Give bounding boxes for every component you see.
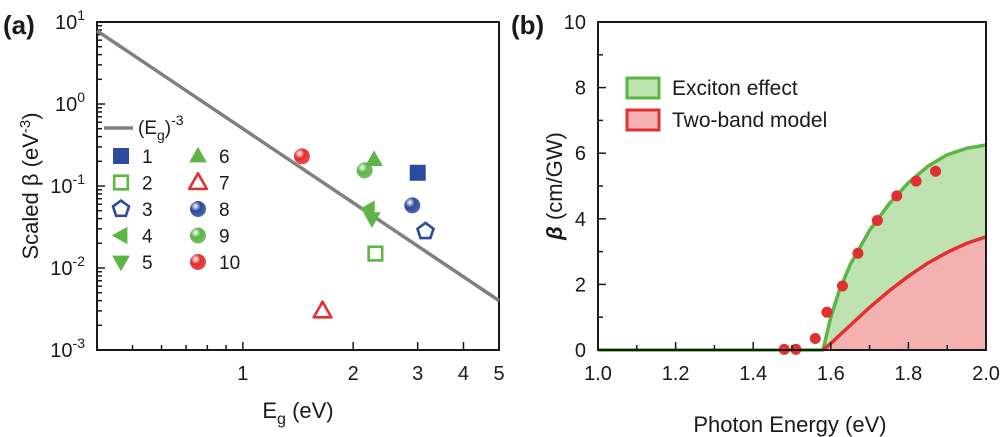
y-tick-label-b: 10 — [564, 12, 586, 34]
data-point-a-7 — [312, 300, 333, 319]
legend-label-2: 2 — [142, 174, 153, 195]
legend-label-7: 7 — [219, 174, 230, 195]
area-fill-two-band-model — [823, 236, 986, 350]
data-point-a-10 — [293, 148, 310, 165]
data-point-b — [871, 214, 883, 226]
axis-ticks-b: 1.0 1.2 1.4 1.6 1.8 2.0 0 2 4 6 8 10 — [564, 12, 1000, 385]
y-tick-label-a: 100 — [55, 89, 85, 116]
x-tick-label-b: 1.4 — [739, 363, 767, 385]
x-axis-title-a-unit: (eV) — [286, 398, 334, 423]
y-tick-label-a: 10-3 — [50, 335, 85, 362]
data-point-a-2 — [367, 245, 384, 262]
fit-line — [96, 29, 500, 303]
legend-marker-9 — [190, 227, 206, 244]
x-tick-label-a: 1 — [237, 363, 248, 385]
y-tick-label-a: 101 — [55, 7, 85, 34]
y-axis-title-a-main: Scaled β (eV — [18, 133, 43, 260]
data-points-a — [293, 148, 436, 319]
y-tick-label-a: 10-1 — [50, 171, 85, 198]
data-point-b — [821, 306, 833, 318]
y-tick-label-b: 4 — [575, 209, 586, 231]
y-axis-title-a-end: ) — [18, 112, 43, 119]
y-axis-title-a-sup: -3 — [17, 120, 34, 133]
data-point-a-1 — [409, 164, 426, 181]
x-axis-title-a-sub: g — [277, 411, 286, 428]
area-line-two-band-model — [821, 235, 987, 352]
data-point-a-5 — [363, 212, 381, 228]
legend-marker-6 — [189, 146, 207, 163]
panel-label-b: (b) — [511, 10, 544, 40]
data-point-b — [910, 175, 922, 187]
legend-label-3: 3 — [142, 200, 153, 221]
legend-label-b-0: Exciton effect — [672, 77, 798, 100]
y-axis-title-a: Scaled β (eV-3) — [17, 112, 43, 259]
legend-label-9: 9 — [219, 227, 230, 248]
x-tick-label-a: 3 — [412, 363, 423, 385]
y-axis-title-b-unit: (cm/GW) — [542, 132, 567, 226]
legend-label-4: 4 — [142, 227, 153, 248]
legend-swatch-b-0 — [625, 76, 661, 100]
legend-b: Exciton effect Two-band model — [625, 76, 827, 132]
data-point-a-6 — [365, 150, 383, 166]
legend-marker-7 — [187, 172, 209, 191]
x-axis-title-a: Eg (eV) — [262, 398, 333, 428]
legend-fit-line-label: (Eg)-3 — [138, 112, 184, 143]
y-axis-title-b: β (cm/GW) — [542, 132, 567, 241]
data-point-a-3 — [415, 221, 436, 240]
data-point-b — [891, 190, 903, 202]
chart-panel-b: (b) 1.0 1.2 1.4 1.6 1.8 2.0 0 2 4 6 8 10 Exciton ef… — [511, 10, 1000, 437]
x-tick-label-a: 4 — [458, 363, 469, 385]
panel-label-a: (a) — [3, 10, 35, 40]
y-axis-title-b-symbol: β — [542, 226, 567, 241]
x-axis-title-b: Photon Energy (eV) — [693, 412, 886, 437]
legend-marker-3 — [111, 198, 131, 218]
legend-label-5: 5 — [142, 253, 153, 274]
area-series-b — [598, 143, 987, 352]
x-tick-label-b: 1.8 — [894, 363, 922, 385]
data-point-b — [809, 333, 821, 345]
fit-line-a — [96, 29, 500, 303]
x-tick-label-b: 1.0 — [584, 363, 612, 385]
x-tick-label-a: 5 — [493, 363, 504, 385]
y-tick-label-b: 2 — [575, 274, 586, 296]
legend-a: (Eg)-3 1 2 3 4 5 6 7 8 9 10 — [104, 112, 240, 274]
data-point-b — [930, 165, 942, 177]
legend-label-10: 10 — [219, 253, 240, 274]
legend-marker-2 — [112, 174, 130, 191]
y-tick-label-b: 6 — [575, 143, 586, 165]
y-tick-label-a: 10-2 — [50, 253, 85, 280]
legend-marker-10 — [190, 254, 206, 270]
x-tick-label-a: 2 — [348, 363, 359, 385]
x-tick-label-b: 1.6 — [817, 363, 845, 385]
y-tick-label-b: 8 — [575, 78, 586, 100]
data-point-b — [836, 280, 848, 292]
y-tick-label-b: 0 — [575, 340, 586, 362]
x-axis-title-a-main: E — [262, 398, 277, 423]
legend-label-1: 1 — [142, 147, 153, 168]
data-point-a-9 — [356, 162, 373, 179]
data-point-a-8 — [404, 197, 421, 214]
legend-label-8: 8 — [219, 200, 230, 221]
legend-label-b-1: Two-band model — [672, 109, 827, 132]
x-tick-label-b: 2.0 — [972, 363, 1000, 385]
legend-marker-5 — [112, 255, 130, 272]
x-tick-label-b: 1.2 — [662, 363, 690, 385]
legend-marker-1 — [113, 148, 129, 164]
legend-marker-8 — [190, 201, 206, 217]
data-point-b — [852, 247, 864, 259]
legend-swatch-b-1 — [625, 108, 661, 132]
legend-marker-4 — [111, 226, 128, 245]
legend-label-6: 6 — [219, 147, 230, 168]
